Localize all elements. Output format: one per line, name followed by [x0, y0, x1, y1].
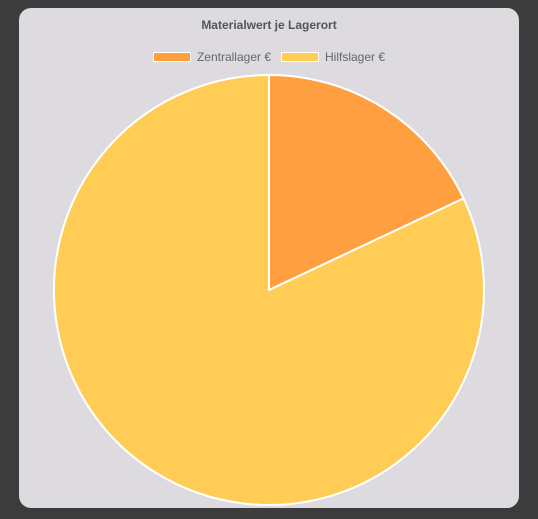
- legend-swatch-zentrallager: [152, 52, 191, 62]
- chart-card: Materialwert je Lagerort Zentrallager € …: [19, 8, 519, 508]
- chart-legend: Zentrallager € Hilfslager €: [19, 50, 519, 64]
- pie-slice-zentrallager[interactable]: [268, 74, 465, 291]
- pie-slice-hilfslager[interactable]: [53, 74, 485, 506]
- legend-item-hilfslager[interactable]: Hilfslager €: [281, 50, 385, 64]
- legend-swatch-hilfslager: [281, 52, 319, 62]
- legend-label-hilfslager: Hilfslager €: [325, 50, 386, 64]
- legend-item-zentrallager[interactable]: Zentrallager €: [152, 50, 271, 64]
- pie-chart: [53, 74, 485, 506]
- legend-label-zentrallager: Zentrallager €: [196, 50, 271, 64]
- chart-title: Materialwert je Lagerort: [201, 18, 337, 32]
